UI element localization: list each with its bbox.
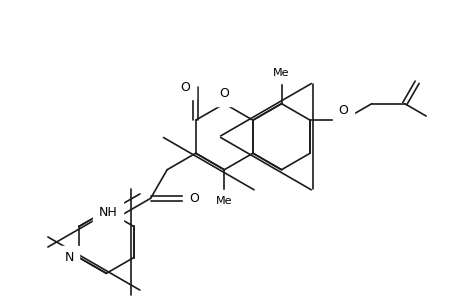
- Text: Me: Me: [216, 196, 232, 206]
- Text: O: O: [219, 87, 229, 100]
- Text: NH: NH: [99, 206, 118, 219]
- Text: O: O: [337, 103, 347, 117]
- Text: O: O: [188, 192, 198, 205]
- Text: Me: Me: [273, 68, 289, 78]
- Text: N: N: [64, 251, 73, 264]
- Text: O: O: [180, 81, 190, 94]
